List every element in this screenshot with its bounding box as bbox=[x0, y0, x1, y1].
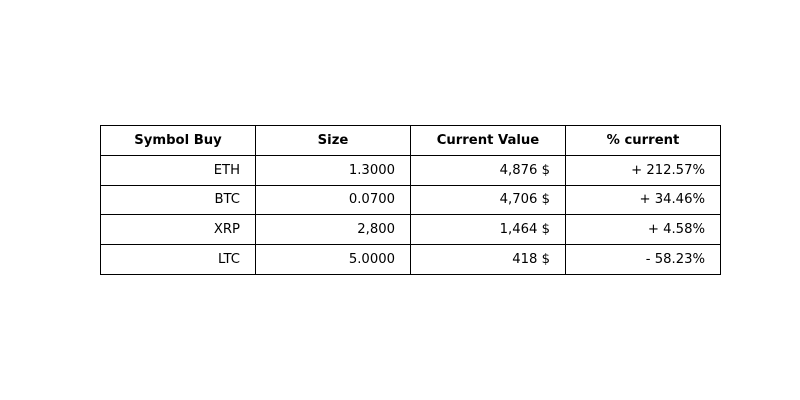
cell-size: 5.0000 bbox=[255, 244, 411, 275]
cell-size: 1.3000 bbox=[255, 154, 411, 186]
holdings-table: Symbol Buy Size Current Value % current … bbox=[100, 125, 721, 275]
cell-symbol: LTC bbox=[100, 244, 256, 275]
cell-size: 0.0700 bbox=[255, 184, 411, 216]
cell-symbol: ETH bbox=[100, 154, 256, 186]
cell-percent-current: + 212.57% bbox=[565, 154, 721, 186]
cell-current-value: 418 $ bbox=[410, 244, 566, 275]
cell-current-value: 4,876 $ bbox=[410, 154, 566, 186]
table-header-row: Symbol Buy Size Current Value % current bbox=[100, 125, 721, 156]
cell-percent-current: + 34.46% bbox=[565, 184, 721, 216]
cell-symbol: BTC bbox=[100, 184, 256, 216]
header-size: Size bbox=[255, 125, 411, 156]
table-row: LTC 5.0000 418 $ - 58.23% bbox=[100, 244, 721, 275]
header-percent-current: % current bbox=[565, 125, 721, 156]
header-current-value: Current Value bbox=[410, 125, 566, 156]
table-row: ETH 1.3000 4,876 $ + 212.57% bbox=[100, 154, 721, 186]
cell-current-value: 4,706 $ bbox=[410, 184, 566, 216]
header-symbol-buy: Symbol Buy bbox=[100, 125, 256, 156]
holdings-table-container: Symbol Buy Size Current Value % current … bbox=[100, 125, 721, 275]
table-row: BTC 0.0700 4,706 $ + 34.46% bbox=[100, 184, 721, 216]
cell-symbol: XRP bbox=[100, 214, 256, 246]
cell-size: 2,800 bbox=[255, 214, 411, 246]
cell-percent-current: + 4.58% bbox=[565, 214, 721, 246]
cell-current-value: 1,464 $ bbox=[410, 214, 566, 246]
cell-percent-current: - 58.23% bbox=[565, 244, 721, 275]
table-row: XRP 2,800 1,464 $ + 4.58% bbox=[100, 214, 721, 246]
